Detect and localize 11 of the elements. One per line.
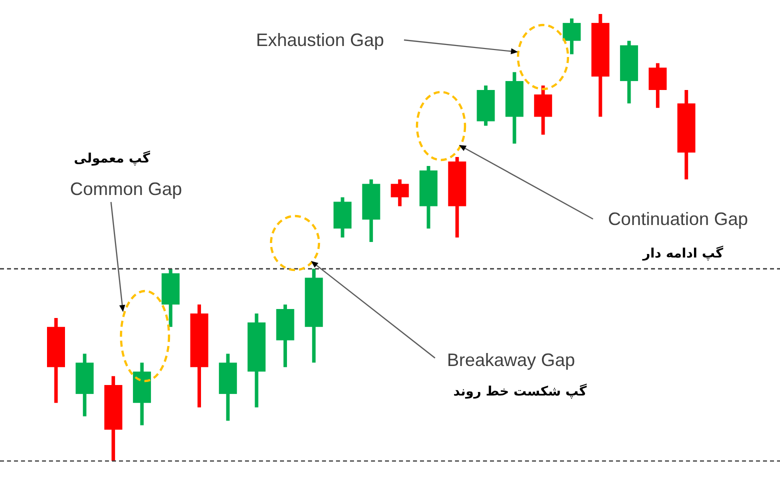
candlestick (390, 179, 409, 206)
annotation: Exhaustion Gap (256, 30, 384, 50)
candlestick (562, 18, 581, 54)
candlestick (534, 86, 552, 135)
annotation: گپ ادامه دار (642, 246, 724, 262)
annotation: Continuation Gap (608, 209, 748, 229)
annotation: گپ شکست خط روند (453, 384, 588, 400)
annotation: Breakaway Gap (446, 350, 576, 370)
candlestick (648, 63, 667, 108)
annotation: گپ معمولی (74, 150, 151, 166)
annotation: Common Gap (70, 179, 182, 199)
